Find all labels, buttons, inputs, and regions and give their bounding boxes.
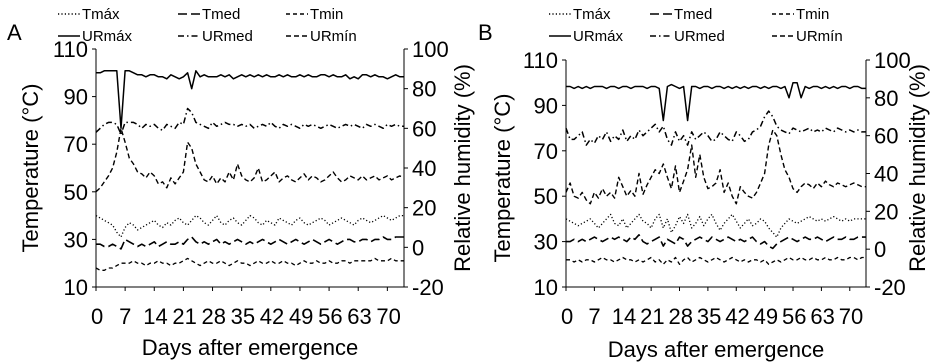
x-tick-label: 70: [839, 304, 863, 329]
legend-label-tmin: Tmin: [796, 6, 829, 23]
legend-label-urmed: URmed: [674, 28, 725, 45]
legend-label-tmax: Tmáx: [82, 6, 120, 23]
x-tick-label: 7: [588, 304, 600, 329]
y-right-tick-label: 40: [874, 162, 898, 187]
x-tick-label: 14: [143, 304, 167, 329]
y-left-tick-label: 50: [64, 180, 88, 205]
series-line-urmax: [96, 70, 404, 130]
x-tick-label: 42: [725, 304, 749, 329]
x-tick-label: 70: [376, 304, 400, 329]
legend-label-urmin: URmín: [310, 28, 357, 45]
y-right-tick-label: 100: [874, 48, 911, 73]
y-right-tick-label: 40: [412, 156, 436, 181]
y-right-tick-label: 60: [412, 116, 436, 141]
x-tick-label: 56: [318, 304, 342, 329]
y-left-tick-label: 30: [534, 230, 558, 255]
series-line-tmin: [566, 256, 866, 265]
y-left-tick-label: 110: [523, 48, 558, 73]
legend-label-tmed: Tmed: [674, 6, 712, 23]
series-line-tmin: [95, 257, 404, 271]
x-tick-label: 42: [260, 304, 284, 329]
y-left-tick-label: 10: [64, 275, 88, 300]
y-right-axis-title: Relative humidity (%): [450, 64, 475, 272]
x-tick-label: 49: [289, 304, 313, 329]
y-right-tick-label: 100: [412, 37, 449, 62]
x-tick-label: 28: [669, 304, 693, 329]
y-right-tick-label: 80: [412, 77, 436, 102]
x-axis-title: Days after emergence: [608, 337, 824, 362]
legend-label-tmax: Tmáx: [573, 6, 611, 23]
series-line-urmin: [565, 129, 866, 205]
series-line-urmax: [566, 81, 866, 122]
x-tick-label: 21: [172, 304, 196, 329]
y-right-tick-label: -20: [412, 275, 444, 300]
legend-label-tmed: Tmed: [202, 6, 240, 23]
legend-label-urmax: URmáx: [82, 28, 133, 45]
x-tick-label: 49: [754, 304, 778, 329]
y-right-tick-label: 20: [412, 196, 436, 221]
y-left-tick-label: 90: [64, 85, 88, 110]
legend-label-urmin: URmín: [796, 28, 843, 45]
y-left-tick-label: 30: [64, 227, 88, 252]
y-left-axis-title: Temperature (°C): [18, 84, 43, 253]
series-line-tmed: [566, 234, 866, 250]
x-tick-label: 56: [782, 304, 806, 329]
x-tick-label: 35: [231, 304, 255, 329]
x-tick-label: 28: [202, 304, 226, 329]
x-tick-label: 21: [640, 304, 664, 329]
panel-label: A: [7, 20, 22, 45]
y-right-tick-label: 20: [874, 199, 898, 224]
y-left-tick-label: 90: [534, 93, 558, 118]
y-left-tick-label: 110: [53, 37, 88, 62]
x-tick-label: 14: [612, 304, 636, 329]
y-left-axis-title: Temperature (°C): [490, 94, 515, 263]
series-line-tmax: [565, 213, 866, 238]
y-right-tick-label: 60: [874, 124, 898, 149]
y-right-tick-label: 0: [412, 235, 424, 260]
series-line-tmax: [95, 214, 404, 238]
y-left-tick-label: 70: [64, 132, 88, 157]
series-line-urmed: [565, 110, 866, 146]
y-right-tick-label: -20: [874, 275, 906, 300]
y-right-tick-label: 80: [874, 86, 898, 111]
y-left-tick-label: 70: [534, 139, 558, 164]
x-tick-label: 63: [810, 304, 834, 329]
x-tick-label: 35: [697, 304, 721, 329]
x-tick-label: 0: [561, 304, 573, 329]
series-line-urmed: [95, 107, 404, 136]
x-tick-label: 63: [347, 304, 371, 329]
y-right-axis-title: Relative humidity (%): [905, 64, 930, 272]
x-axis-title: Days after emergence: [142, 335, 358, 360]
x-tick-label: 7: [119, 304, 131, 329]
y-right-tick-label: 0: [874, 237, 886, 262]
y-left-tick-label: 50: [534, 184, 558, 209]
y-left-tick-label: 10: [534, 275, 558, 300]
series-line-urmin: [95, 127, 405, 193]
legend-label-tmin: Tmin: [310, 6, 343, 23]
legend-label-urmax: URmáx: [573, 28, 624, 45]
x-tick-label: 0: [91, 304, 103, 329]
legend-label-urmed: URmed: [202, 28, 253, 45]
series-line-tmed: [96, 236, 404, 250]
panel-label: B: [478, 20, 493, 45]
